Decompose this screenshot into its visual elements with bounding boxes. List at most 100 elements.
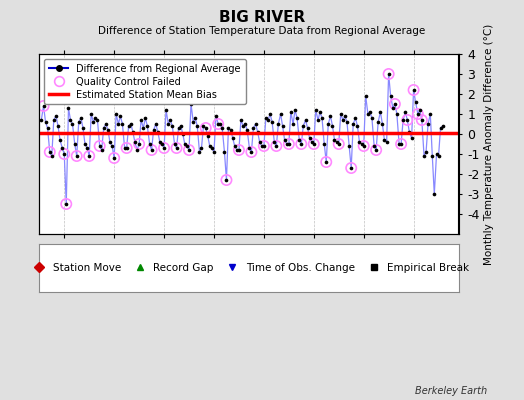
Point (397, 141, 405, 147)
Point (368, 115, 376, 121)
Point (64, 105, 73, 111)
Point (174, 125, 183, 131)
Point (436, 125, 445, 131)
Point (220, 149, 228, 155)
Point (422, 149, 430, 155)
Point (164, 121, 172, 127)
Point (413, 111, 422, 117)
Point (260, 143, 268, 149)
Point (329, 123, 337, 129)
Point (252, 121, 260, 127)
Point (241, 121, 249, 127)
Point (89, 119, 97, 125)
Point (299, 123, 308, 129)
Y-axis label: Monthly Temperature Anomaly Difference (°C): Monthly Temperature Anomaly Difference (… (484, 23, 494, 265)
Point (81, 141, 89, 147)
Point (399, 117, 407, 123)
Point (407, 135, 416, 141)
Point (58, 145, 67, 151)
Point (110, 155, 118, 161)
Point (428, 153, 436, 159)
Point (154, 129, 162, 135)
Point (372, 147, 380, 153)
Point (260, 143, 268, 149)
Point (135, 141, 143, 147)
Point (62, 201, 70, 207)
Point (72, 153, 81, 159)
Point (46, 149, 54, 155)
Point (43, 125, 52, 131)
Point (185, 147, 193, 153)
Point (133, 147, 141, 153)
Text: Difference of Station Temperature Data from Regional Average: Difference of Station Temperature Data f… (99, 26, 425, 36)
Point (212, 113, 220, 119)
Point (172, 145, 181, 151)
Point (160, 145, 168, 151)
Point (343, 119, 351, 125)
Point (264, 117, 272, 123)
Point (114, 121, 123, 127)
Legend: Station Move, Record Gap, Time of Obs. Change, Empirical Break: Station Move, Record Gap, Time of Obs. C… (25, 259, 473, 277)
Point (266, 111, 274, 117)
Point (258, 143, 266, 149)
Point (104, 127, 112, 133)
Point (254, 129, 262, 135)
Point (222, 177, 231, 183)
Point (391, 101, 399, 107)
Point (231, 143, 239, 149)
Point (228, 135, 237, 141)
Point (293, 115, 301, 121)
Point (334, 141, 343, 147)
Point (418, 117, 426, 123)
Point (233, 147, 241, 153)
Point (198, 145, 206, 151)
Point (143, 123, 151, 129)
Point (285, 141, 293, 147)
Point (48, 153, 56, 159)
Point (287, 109, 295, 115)
Point (214, 121, 222, 127)
Point (97, 147, 106, 153)
Point (130, 139, 139, 145)
Point (60, 151, 69, 157)
Point (426, 111, 434, 117)
Point (282, 141, 291, 147)
Point (177, 123, 185, 129)
Point (378, 121, 387, 127)
Point (160, 145, 168, 151)
Point (168, 123, 177, 129)
Point (202, 125, 210, 131)
Point (359, 143, 368, 149)
Point (116, 113, 125, 119)
Point (67, 117, 75, 123)
Point (424, 121, 432, 127)
Point (226, 127, 235, 133)
Point (320, 141, 329, 147)
Point (386, 93, 395, 99)
Point (71, 141, 79, 147)
Point (372, 147, 380, 153)
Point (112, 111, 121, 117)
Point (418, 117, 426, 123)
Point (191, 115, 200, 121)
Point (41, 119, 50, 125)
Point (77, 115, 85, 121)
Point (193, 123, 201, 129)
Point (218, 125, 226, 131)
Point (68, 121, 77, 127)
Point (305, 135, 314, 141)
Point (310, 141, 318, 147)
Point (285, 141, 293, 147)
Point (370, 143, 378, 149)
Point (95, 143, 104, 149)
Point (274, 121, 282, 127)
Point (108, 143, 116, 149)
Point (397, 141, 405, 147)
Point (322, 159, 331, 165)
Point (106, 139, 114, 145)
Point (74, 119, 83, 125)
Point (249, 125, 258, 131)
Point (272, 143, 280, 149)
Point (123, 145, 131, 151)
Point (243, 127, 252, 133)
